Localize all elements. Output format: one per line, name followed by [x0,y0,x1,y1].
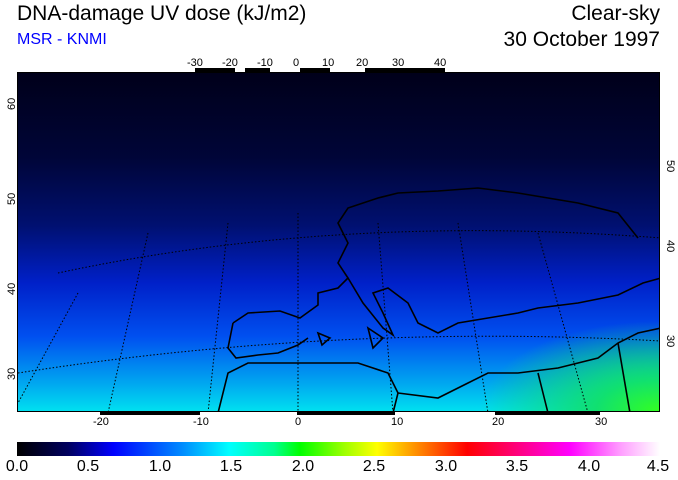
colorbar-label: 3.5 [505,458,529,475]
condition-label: Clear-sky [571,2,660,25]
map-title: DNA-damage UV dose (kJ/m2) [17,2,307,25]
lon-label-bottom: 0 [295,416,302,428]
colorbar-label: 2.5 [362,458,386,475]
lon-label-top: 0 [293,57,300,69]
lon-label-top: 20 [356,57,369,69]
lon-label-bottom: 30 [595,416,608,428]
lon-label-bottom: 10 [391,416,404,428]
lon-label-bottom: -20 [93,416,109,428]
uv-dose-map [17,72,660,412]
axis-bar [245,68,270,72]
lon-label-bottom: 20 [492,416,505,428]
colorbar [17,442,660,456]
lat-label-left: 40 [6,282,18,295]
axis-bar [195,68,235,72]
colorbar-label: 4.0 [577,458,601,475]
lon-label-top: 40 [434,57,447,69]
graticule [18,213,659,411]
lon-label-top: -20 [222,57,238,69]
coastlines [217,187,659,411]
lon-label-bottom: -10 [193,416,209,428]
colorbar-label: 2.0 [291,458,315,475]
lat-label-right: 40 [664,240,676,253]
axis-bar [300,68,330,72]
lat-label-left: 60 [6,97,18,110]
lat-label-left: 30 [6,367,18,380]
axis-bar [297,411,395,415]
axis-bar [100,411,200,415]
colorbar-label: 1.0 [148,458,172,475]
colorbar-label: 0.5 [76,458,100,475]
colorbar-label: 0.0 [5,458,29,475]
lon-label-top: 10 [322,57,335,69]
axis-bar [400,68,445,72]
axis-bar [365,68,400,72]
lon-label-top: -30 [187,57,203,69]
lon-label-top: 30 [392,57,405,69]
map-overlay [18,187,659,411]
source-label: MSR - KNMI [17,31,107,48]
lon-label-top: -10 [257,57,273,69]
lat-label-right: 50 [664,160,676,173]
colorbar-label: 3.0 [434,458,458,475]
date-label: 30 October 1997 [503,28,660,51]
lat-label-right: 30 [664,335,676,348]
colorbar-label: 4.5 [646,458,670,475]
axis-bar [495,411,600,415]
lat-label-left: 50 [6,192,18,205]
colorbar-label: 1.5 [219,458,243,475]
